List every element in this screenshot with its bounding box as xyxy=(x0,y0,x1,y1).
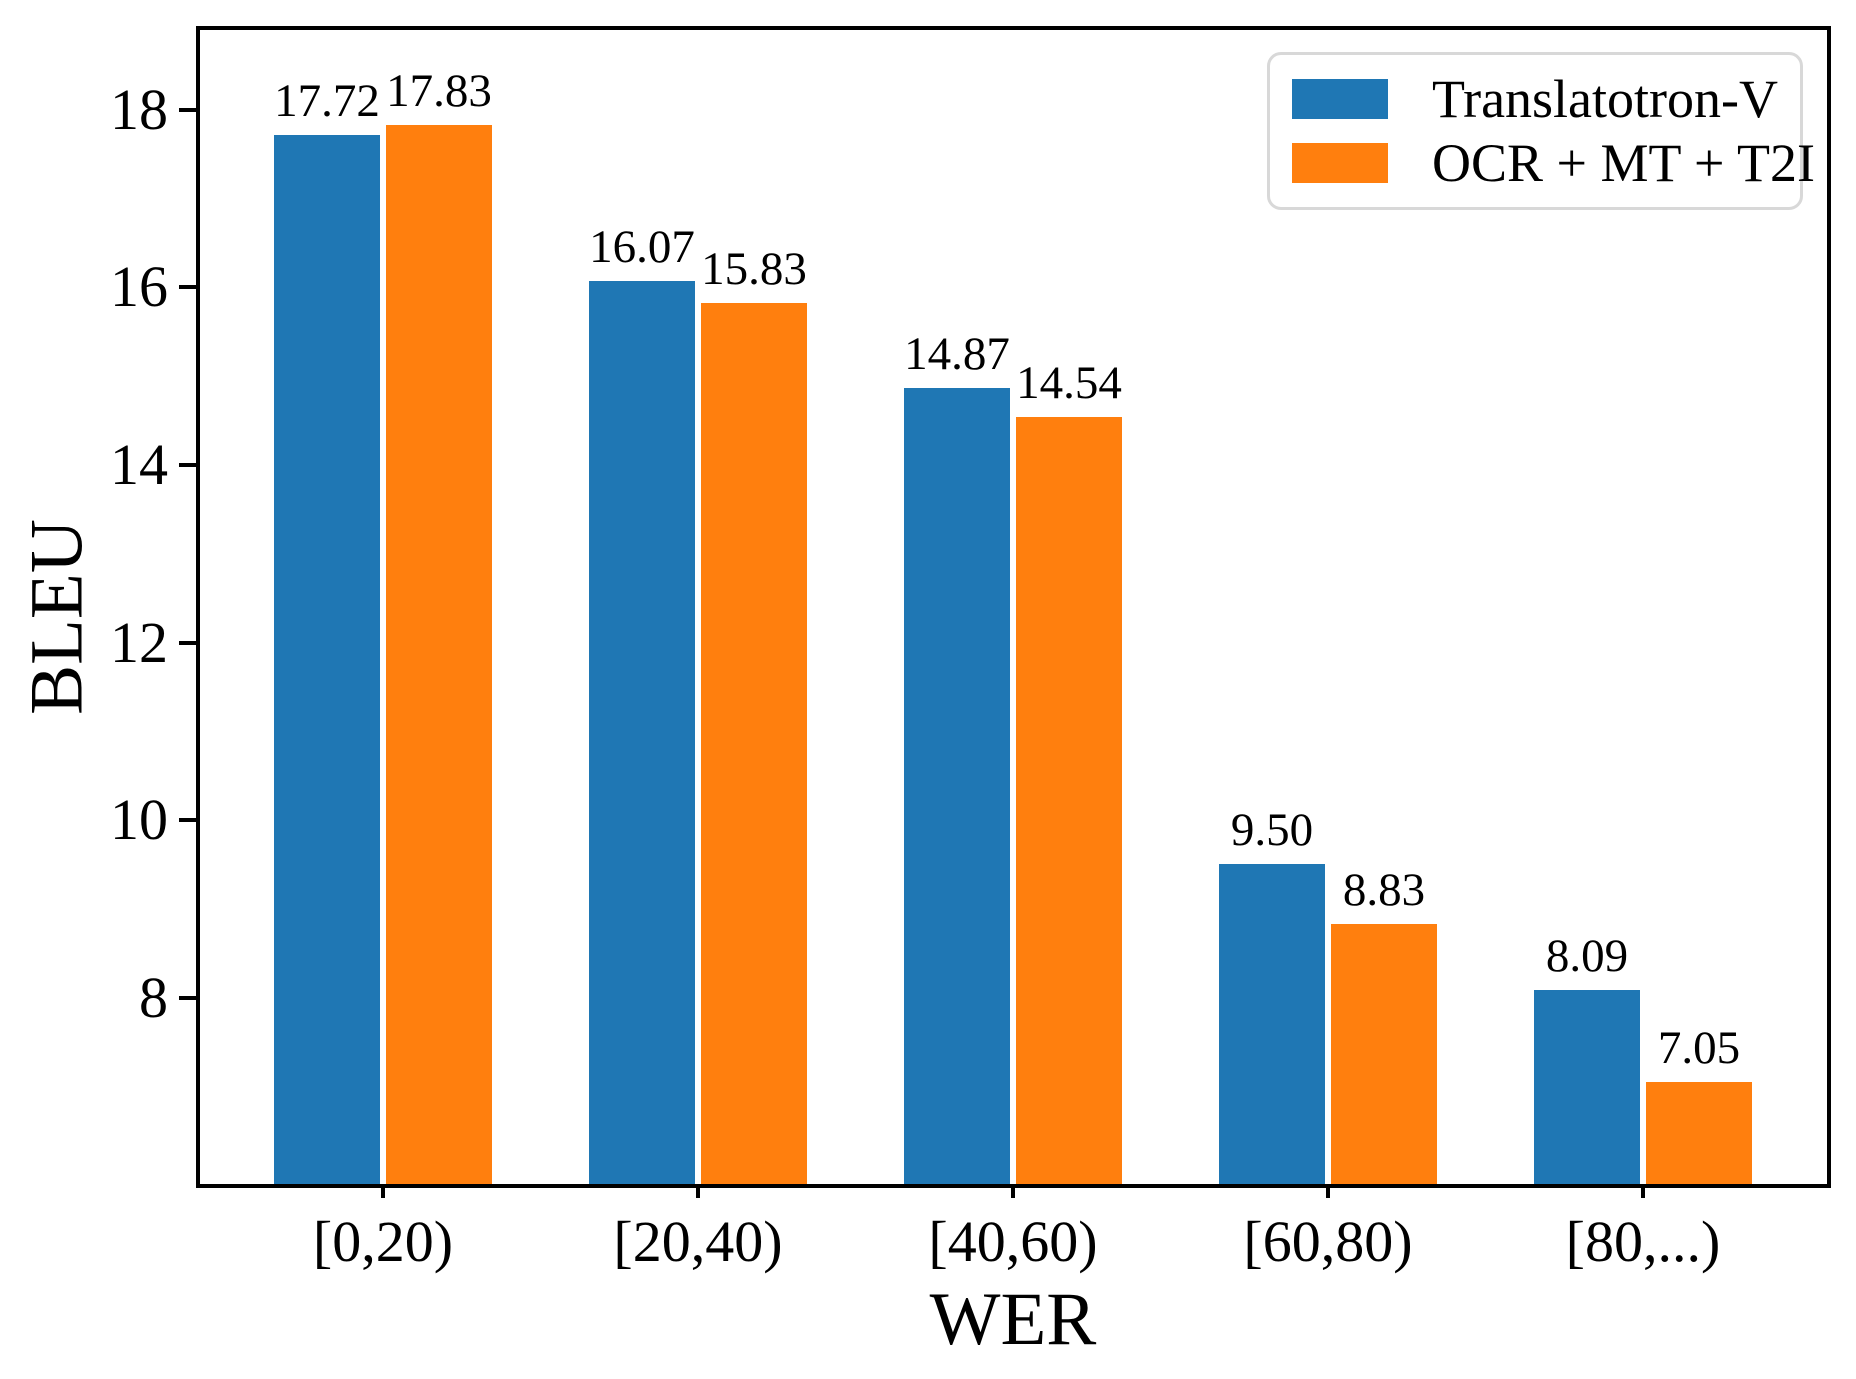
bar xyxy=(1219,864,1325,1184)
y-tick xyxy=(179,285,196,289)
bar xyxy=(904,388,1010,1184)
bar xyxy=(1534,990,1640,1184)
bar-value-label: 8.09 xyxy=(1545,930,1629,982)
legend: Translatotron-V OCR + MT + T2I xyxy=(1267,52,1815,210)
y-tick xyxy=(179,996,196,1000)
y-tick-label: 8 xyxy=(139,965,168,1030)
legend-label: Translatotron-V xyxy=(1432,69,1778,130)
x-tick xyxy=(1011,1184,1015,1198)
legend-item: Translatotron-V xyxy=(1292,72,1778,126)
bar xyxy=(1331,924,1437,1184)
bar xyxy=(274,135,380,1184)
bar-value-label: 9.50 xyxy=(1230,804,1314,856)
plot-area: 8 10 12 14 16 18 [0,20) 17.72 17.83 [20,40) 16.07 1… xyxy=(110,26,1831,1273)
bar-value-label: 15.83 xyxy=(701,243,807,295)
bar xyxy=(589,281,695,1184)
y-axis-label: BLEU xyxy=(15,519,99,715)
x-tick xyxy=(696,1184,700,1198)
y-tick-label: 16 xyxy=(110,254,168,319)
x-axis-label: WER xyxy=(929,1278,1097,1361)
bar-value-label: 8.83 xyxy=(1342,864,1426,916)
bar xyxy=(701,303,807,1184)
x-tick-label: [60,80) xyxy=(1243,1209,1413,1274)
bar-value-label: 14.87 xyxy=(904,328,1010,380)
bar xyxy=(1646,1082,1752,1184)
y-tick xyxy=(179,463,196,467)
bar xyxy=(386,125,492,1184)
legend-swatch xyxy=(1292,79,1388,120)
plot-area-inner: 8 10 12 14 16 18 [0,20) 17.72 17.83 [20,40) 16.07 1… xyxy=(110,30,1827,1273)
legend-item: OCR + MT + T2I xyxy=(1292,136,1815,190)
x-tick xyxy=(1326,1184,1330,1198)
y-tick xyxy=(179,818,196,822)
bar-value-label: 16.07 xyxy=(589,221,695,273)
y-tick-label: 18 xyxy=(110,77,168,142)
y-tick xyxy=(179,108,196,112)
bar-value-label: 14.54 xyxy=(1016,357,1122,409)
x-tick-label: [0,20) xyxy=(312,1209,454,1274)
x-tick-label: [40,60) xyxy=(928,1209,1098,1274)
legend-swatch xyxy=(1292,142,1388,183)
x-tick xyxy=(381,1184,385,1198)
bar-value-label: 17.83 xyxy=(386,65,492,117)
x-tick-label: [80,...) xyxy=(1565,1209,1721,1274)
bar-value-label: 7.05 xyxy=(1657,1022,1741,1074)
bar-value-label: 17.72 xyxy=(274,75,380,127)
y-tick-label: 10 xyxy=(110,787,168,852)
bar xyxy=(1016,417,1122,1184)
y-tick-label: 14 xyxy=(110,432,168,497)
y-tick-label: 12 xyxy=(110,610,168,675)
x-tick-label: [20,40) xyxy=(613,1209,783,1274)
x-tick xyxy=(1641,1184,1645,1198)
legend-label: OCR + MT + T2I xyxy=(1432,132,1815,193)
y-tick xyxy=(179,641,196,645)
